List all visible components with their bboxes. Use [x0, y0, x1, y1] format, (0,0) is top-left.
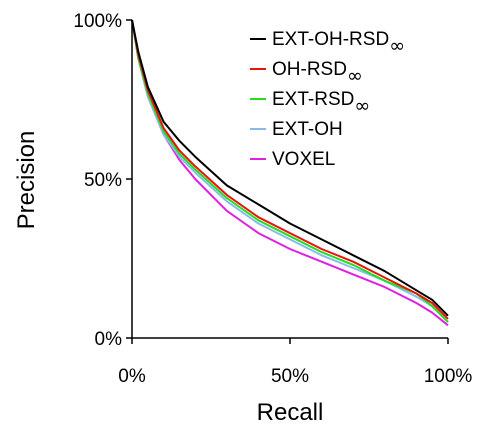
x-tick-label: 100%	[424, 366, 473, 387]
y-axis-title: Precision	[13, 131, 40, 230]
legend-item: EXT-RSD∞	[250, 89, 370, 117]
legend-label-subscript: ∞	[389, 35, 405, 57]
series-line	[131, 19, 449, 317]
legend-label: VOXEL	[272, 149, 335, 170]
legend-label-subscript: ∞	[347, 65, 363, 87]
legend-label-subscript: ∞	[354, 95, 370, 117]
axes-layer: 0% 50% 100% 0% 50% 100%	[73, 11, 472, 387]
series-layer	[131, 19, 449, 327]
legend-label: EXT-OH	[272, 119, 343, 140]
legend-item: OH-RSD∞	[250, 59, 363, 87]
x-tick-label: 0%	[118, 366, 146, 387]
series-line	[131, 19, 449, 320]
legend: EXT-OH-RSD∞OH-RSD∞EXT-RSD∞EXT-OH VOXEL	[250, 29, 405, 170]
legend-label: EXT-RSD∞	[272, 89, 370, 117]
x-tick-label: 50%	[271, 366, 309, 387]
x-axis-title: Recall	[257, 399, 324, 426]
legend-item: EXT-OH-RSD∞	[250, 29, 405, 57]
series-line	[131, 19, 449, 323]
y-tick-label: 50%	[84, 170, 122, 191]
legend-item: EXT-OH	[250, 119, 343, 140]
legend-item: VOXEL	[250, 149, 335, 170]
legend-label: OH-RSD∞	[272, 59, 363, 87]
y-tick-label: 100%	[73, 11, 122, 32]
y-tick-label: 0%	[95, 329, 123, 350]
legend-label: EXT-OH-RSD∞	[272, 29, 405, 57]
